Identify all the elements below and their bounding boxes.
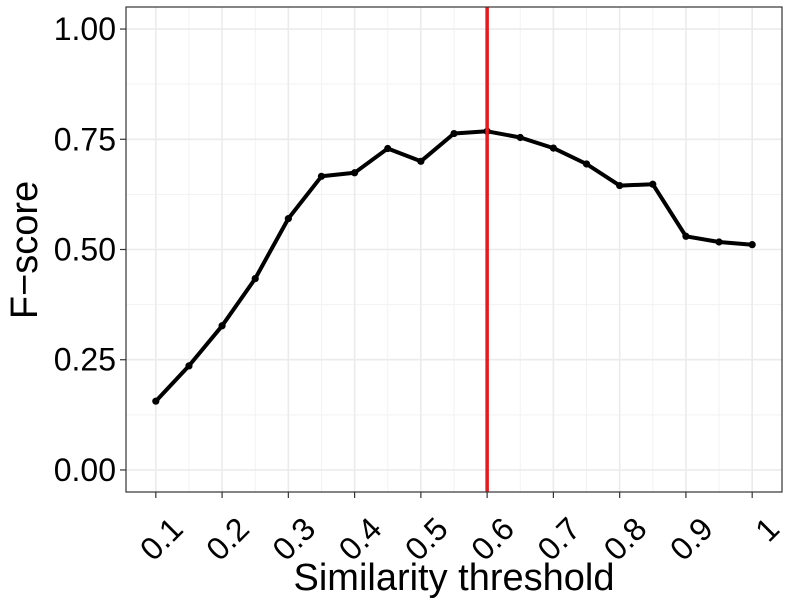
y-tick-label: 0.25: [54, 342, 116, 378]
y-axis-title: F−score: [4, 181, 46, 319]
data-point: [582, 160, 591, 168]
data-point: [351, 169, 359, 177]
data-point: [152, 397, 160, 405]
y-tick-label: 1.00: [54, 11, 116, 47]
y-tick-label: 0.75: [54, 121, 116, 157]
x-axis-title: Similarity threshold: [294, 557, 615, 599]
data-point: [682, 232, 690, 240]
data-point: [317, 172, 326, 180]
data-point: [218, 322, 226, 330]
series-layer: [152, 127, 756, 405]
data-point: [748, 241, 756, 249]
data-point: [251, 275, 259, 283]
data-point: [450, 129, 458, 138]
x-tick-label: 1: [748, 510, 786, 548]
data-point: [384, 144, 392, 153]
x-tick-label: 0.9: [663, 510, 720, 567]
data-point: [649, 180, 657, 188]
data-point: [185, 362, 193, 370]
x-tick-label: 0.1: [133, 510, 190, 567]
data-point: [417, 157, 425, 165]
y-tick-label: 0.00: [54, 452, 116, 488]
data-point: [549, 144, 557, 152]
x-tick-label: 0.2: [199, 510, 256, 567]
data-point: [616, 181, 624, 190]
grid: [126, 7, 782, 492]
y-axis-ticks: 0.00 0.25 0.50 0.75 1.00: [54, 11, 126, 488]
y-tick-label: 0.50: [54, 232, 116, 268]
data-point: [284, 215, 292, 223]
data-point: [715, 238, 723, 246]
data-point: [516, 133, 524, 142]
